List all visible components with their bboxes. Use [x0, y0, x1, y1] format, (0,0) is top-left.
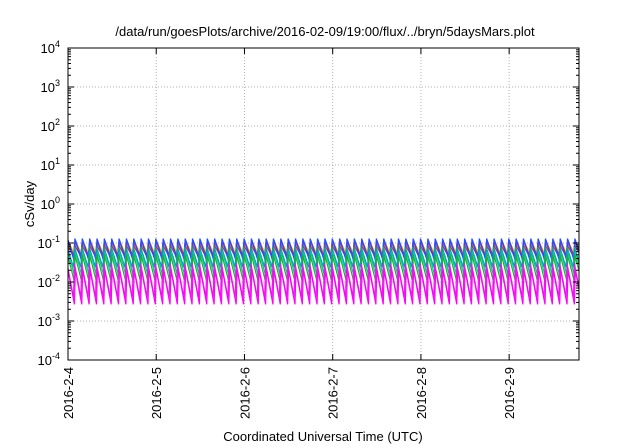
x-tick-label: 2016-2-8 — [414, 367, 429, 419]
x-tick-label: 2016-2-7 — [326, 367, 341, 419]
y-tick-label: 10-4 — [38, 351, 60, 368]
y-tick-label: 101 — [41, 156, 60, 173]
x-tick-label: 2016-2-9 — [502, 367, 517, 419]
series-line — [68, 246, 579, 268]
y-axis-label: cSv/day — [22, 180, 37, 227]
y-tick-label: 10-3 — [38, 312, 60, 329]
y-tick-label: 102 — [41, 117, 60, 134]
series-line — [68, 254, 579, 281]
x-axis-ticks: 2016-2-4 2016-2-5 2016-2-6 2016-2-7 2016-2-8… — [61, 48, 517, 419]
y-tick-label: 104 — [41, 39, 60, 56]
series-line — [68, 270, 579, 305]
series-line — [68, 251, 579, 276]
x-tick-label: 2016-2-5 — [149, 367, 164, 419]
y-tick-label: 10-1 — [38, 234, 60, 251]
y-tick-label: 103 — [41, 78, 60, 95]
chart-title: /data/run/goesPlots/archive/2016-02-09/1… — [115, 24, 535, 39]
y-tick-label: 100 — [41, 195, 60, 212]
gridlines — [68, 48, 579, 360]
y-tick-label: 10-2 — [38, 273, 60, 290]
series-line — [68, 238, 579, 261]
x-tick-label: 2016-2-4 — [61, 367, 76, 419]
x-tick-label: 2016-2-6 — [237, 367, 252, 419]
series-layer — [68, 238, 579, 305]
y-axis-ticks: 104 103 102 101 100 10-1 10-2 10-3 10-4 — [38, 39, 579, 368]
x-axis-label: Coordinated Universal Time (UTC) — [223, 429, 422, 444]
